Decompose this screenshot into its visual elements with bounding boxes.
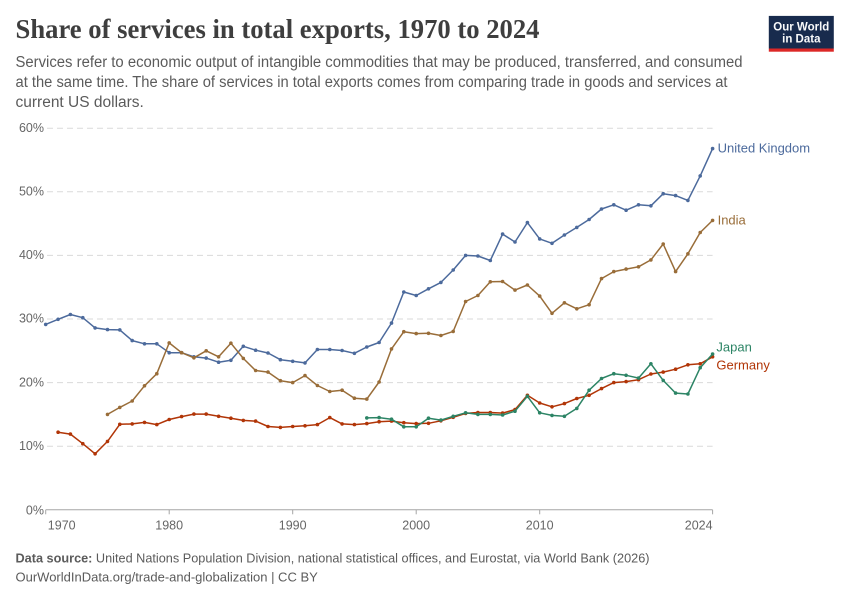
svg-text:in Data: in Data <box>782 34 821 46</box>
svg-text:Services refer to economic out: Services refer to economic output of int… <box>16 54 743 71</box>
svg-text:20%: 20% <box>19 375 44 389</box>
svg-text:Japan: Japan <box>716 340 751 355</box>
svg-text:40%: 40% <box>19 248 44 262</box>
svg-text:60%: 60% <box>19 121 44 135</box>
svg-text:1980: 1980 <box>155 519 183 533</box>
svg-text:2010: 2010 <box>526 519 554 533</box>
svg-text:at the same time. The share of: at the same time. The share of services … <box>16 74 729 91</box>
svg-text:United Kingdom: United Kingdom <box>718 141 811 156</box>
svg-text:1970: 1970 <box>48 519 76 533</box>
svg-text:Germany: Germany <box>716 358 770 373</box>
svg-text:10%: 10% <box>19 439 44 453</box>
svg-text:India: India <box>718 213 747 228</box>
svg-text:current US dollars.: current US dollars. <box>16 94 144 111</box>
svg-text:Our World: Our World <box>773 22 829 34</box>
svg-text:2024: 2024 <box>685 519 713 533</box>
svg-text:OurWorldInData.org/trade-and-g: OurWorldInData.org/trade-and-globalizati… <box>16 570 319 585</box>
svg-text:30%: 30% <box>19 312 44 326</box>
svg-text:Data source: United Nations Po: Data source: United Nations Population D… <box>16 551 650 566</box>
svg-text:2000: 2000 <box>402 519 430 533</box>
svg-text:1990: 1990 <box>279 519 307 533</box>
svg-text:Share of services in total exp: Share of services in total exports, 1970… <box>16 14 540 44</box>
svg-text:0%: 0% <box>26 503 44 517</box>
svg-text:50%: 50% <box>19 185 44 199</box>
